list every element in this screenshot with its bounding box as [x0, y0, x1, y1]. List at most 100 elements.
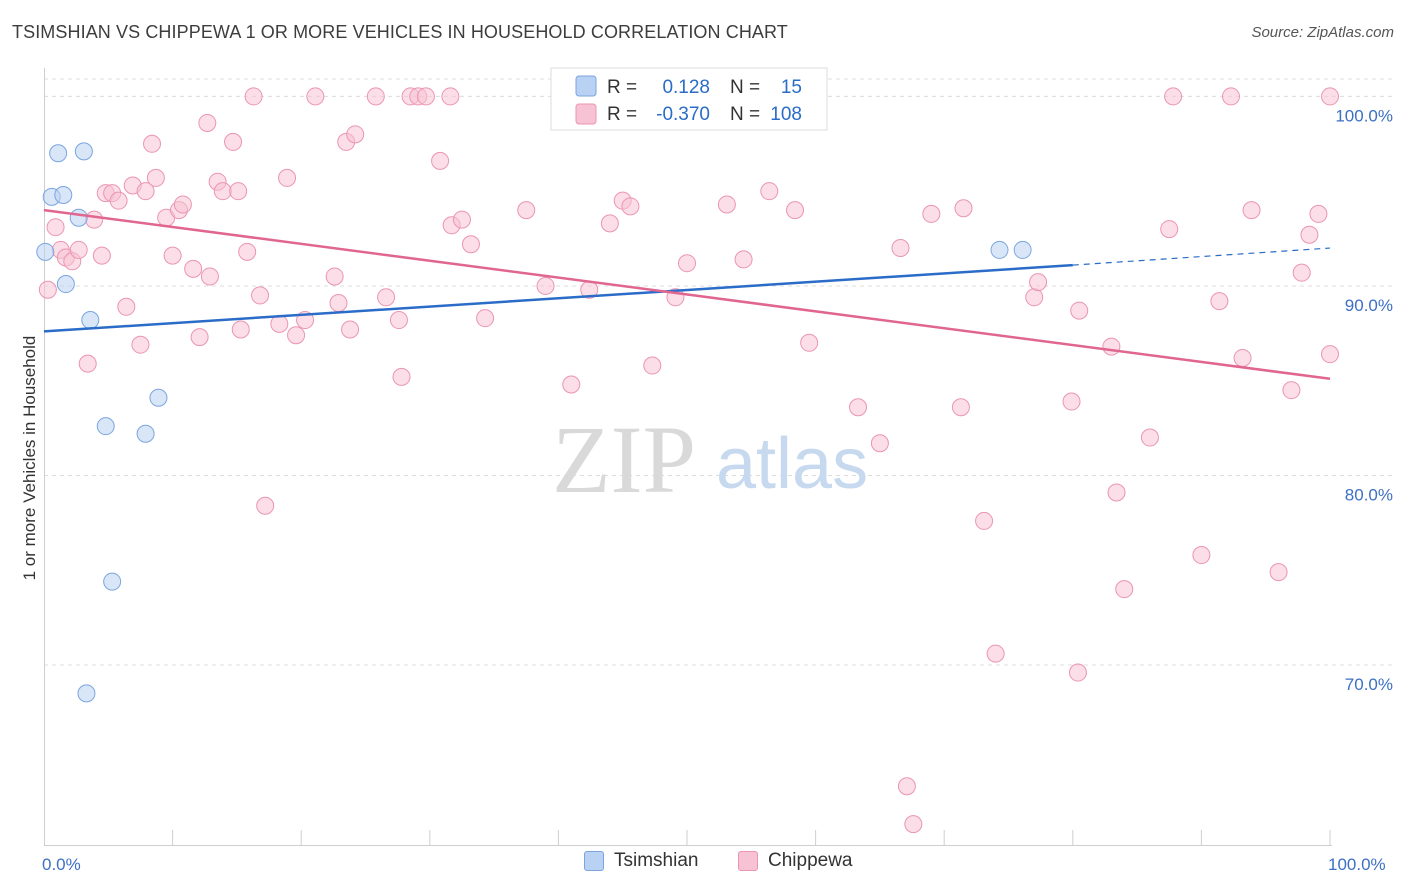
tsimshian-point-10 [103, 572, 122, 591]
chippewa-point-75 [849, 398, 868, 417]
tsimshian-point-11 [136, 424, 155, 443]
chippewa-point-16 [143, 134, 162, 153]
chippewa-point-23 [190, 328, 209, 347]
chippewa-point-41 [329, 293, 348, 312]
chippewa-point-5 [69, 240, 88, 259]
chippewa-point-106 [1321, 345, 1339, 364]
chippewa-point-84 [986, 644, 1005, 663]
chippewa-point-57 [476, 309, 495, 328]
chippewa-point-77 [891, 239, 910, 258]
legend-n-label-1: N = [730, 77, 760, 98]
bottom-legend-swatch-chippewa [738, 851, 758, 871]
chippewa-point-51 [416, 87, 435, 106]
watermark: ZIP atlas [552, 406, 868, 513]
chippewa-point-58 [517, 201, 536, 220]
legend-r-value-1: 0.128 [662, 77, 710, 98]
chippewa-point-87 [1062, 392, 1081, 411]
legend-n-label-2: N = [730, 104, 760, 125]
bottom-legend-tsimshian: Tsimshian [584, 850, 698, 872]
tsimshian-trend-line [43, 263, 1073, 333]
chippewa-point-93 [1140, 428, 1159, 447]
gridlines [44, 78, 1394, 666]
chippewa-point-97 [1210, 292, 1229, 311]
chippewa-point-28 [224, 132, 243, 151]
chippewa-point-8 [92, 246, 111, 265]
chippewa-point-34 [256, 496, 275, 515]
chippewa-point-6 [78, 354, 97, 373]
tsimshian-point-4 [56, 275, 75, 294]
chippewa-point-90 [1102, 337, 1121, 356]
tsimshian-point-2 [49, 144, 68, 163]
chippewa-point-53 [441, 87, 460, 106]
chippewa-point-0 [38, 280, 57, 299]
chippewa-point-60 [562, 375, 581, 394]
chippewa-point-73 [786, 201, 805, 220]
chippewa-point-29 [229, 182, 248, 201]
chippewa-point-45 [366, 87, 385, 106]
bottom-legend: Tsimshian Chippewa [0, 850, 1406, 878]
x-ticks [172, 830, 1331, 845]
chippewa-point-31 [238, 242, 257, 261]
bottom-legend-swatch-tsimshian [584, 851, 604, 871]
source-label: Source: ZipAtlas.com [1251, 24, 1394, 41]
chippewa-point-21 [173, 195, 192, 214]
bottom-legend-chippewa: Chippewa [738, 850, 853, 872]
chippewa-point-86 [1029, 273, 1048, 292]
tsimshian-point-9 [96, 417, 115, 436]
chippewa-point-107 [1321, 87, 1339, 106]
legend-r-label-2: R = [607, 104, 637, 125]
chippewa-point-44 [346, 125, 365, 144]
y-tick-label-80: 80.0% [1345, 485, 1393, 504]
chippewa-point-32 [244, 87, 263, 106]
y-axis-label: 1 or more Vehicles in Household [20, 336, 39, 581]
chippewa-point-43 [341, 320, 360, 339]
chippewa-point-71 [760, 182, 779, 201]
chippewa-point-27 [213, 182, 232, 201]
tsimshian-point-8 [81, 311, 100, 330]
x-tick-label-min: 0.0% [42, 855, 81, 874]
legend-n-value-2: 108 [770, 104, 802, 125]
chippewa-point-67 [678, 254, 696, 273]
y-tick-label-100: 100.0% [1335, 106, 1393, 125]
chippewa-point-52 [431, 151, 450, 170]
watermark-zip: ZIP [552, 406, 696, 513]
chippewa-point-36 [278, 168, 297, 187]
chippewa-point-95 [1164, 87, 1183, 106]
chippewa-point-25 [200, 267, 219, 286]
chippewa-point-88 [1068, 663, 1087, 682]
chippewa-point-98 [1221, 87, 1240, 106]
chippewa-point-74 [800, 333, 819, 352]
chippewa-point-46 [377, 288, 396, 307]
tsimshian-point-0 [36, 242, 55, 261]
watermark-atlas: atlas [716, 424, 868, 504]
chippewa-point-19 [163, 246, 182, 265]
chippewa-point-104 [1300, 225, 1319, 244]
chippewa-point-83 [975, 511, 994, 530]
chippewa-point-68 [717, 195, 736, 214]
chippewa-point-12 [117, 297, 136, 316]
legend-swatch-tsimshian [575, 75, 597, 97]
chippewa-point-76 [870, 434, 889, 453]
chippewa-point-48 [392, 367, 411, 386]
tsimshian-point-12 [149, 388, 168, 407]
trend-lines [43, 208, 1331, 381]
chippewa-point-59 [536, 276, 555, 295]
chippewa-point-81 [951, 398, 970, 417]
tsimshian-points [36, 142, 1032, 703]
x-tick-label-max: 100.0% [1328, 855, 1386, 874]
chippewa-point-101 [1269, 563, 1288, 582]
chippewa-point-22 [184, 259, 203, 278]
y-tick-labels: 70.0% 80.0% 90.0% 100.0% [1335, 106, 1393, 694]
chippewa-point-47 [389, 311, 408, 330]
chippewa-point-99 [1233, 348, 1252, 367]
chippewa-point-39 [306, 87, 325, 106]
tsimshian-trend-extension [1072, 247, 1331, 266]
tsimshian-point-5 [69, 208, 88, 227]
tsimshian-point-6 [74, 142, 93, 161]
chippewa-trend-line [43, 208, 1331, 381]
tsimshian-point-14 [1013, 240, 1032, 259]
chippewa-point-1 [46, 218, 65, 237]
chippewa-point-96 [1192, 546, 1211, 565]
chippewa-point-33 [251, 286, 270, 305]
legend-box [550, 67, 828, 131]
